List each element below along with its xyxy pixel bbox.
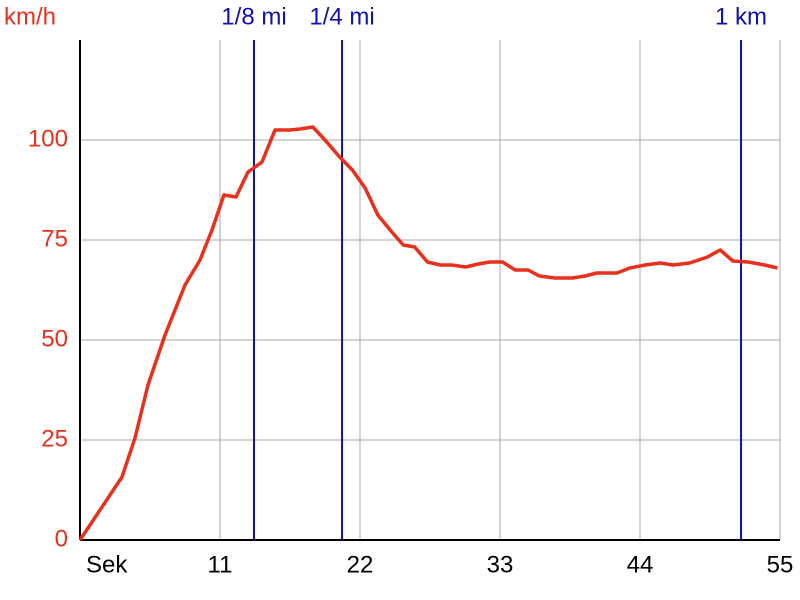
y-tick-label: 0 bbox=[55, 525, 68, 552]
x-tick-label: 44 bbox=[627, 551, 654, 578]
y-tick-label: 25 bbox=[41, 425, 68, 452]
x-tick-label: 11 bbox=[208, 551, 233, 578]
marker-label: 1/4 mi bbox=[309, 3, 374, 30]
x-tick-label: 55 bbox=[767, 551, 794, 578]
x-tick-label: 33 bbox=[487, 551, 514, 578]
x-tick-label: 22 bbox=[347, 551, 374, 578]
marker-label: 1 km bbox=[715, 3, 767, 30]
y-axis-label: km/h bbox=[4, 3, 56, 30]
y-tick-label: 75 bbox=[41, 225, 68, 252]
speed-line bbox=[78, 125, 778, 541]
y-tick-label: 100 bbox=[28, 125, 68, 152]
x-tick-label: Sek bbox=[86, 551, 128, 578]
y-tick-label: 50 bbox=[41, 325, 68, 352]
marker-label: 1/8 mi bbox=[221, 3, 286, 30]
